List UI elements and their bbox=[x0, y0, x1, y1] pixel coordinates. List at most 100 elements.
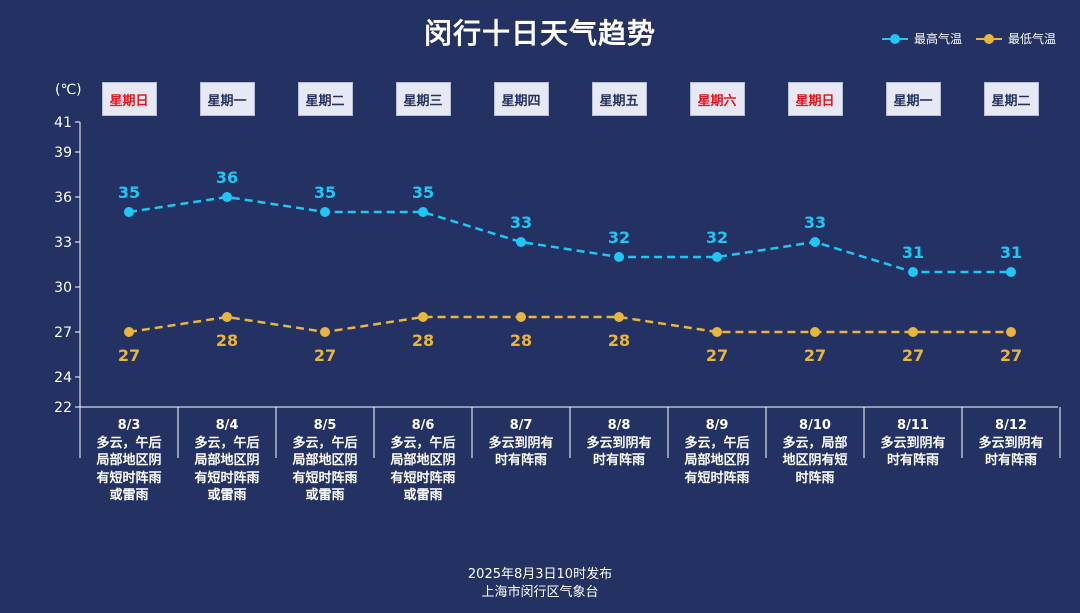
date-label: 8/12 bbox=[995, 418, 1027, 433]
weekday-label: 星期四 bbox=[493, 82, 549, 116]
weekday-label: 星期一 bbox=[199, 82, 255, 116]
data-point-high bbox=[712, 252, 722, 262]
data-point-high bbox=[222, 192, 232, 202]
data-label-low: 27 bbox=[902, 346, 924, 365]
date-label: 8/3 bbox=[117, 418, 141, 433]
series-line-low bbox=[128, 315, 1011, 334]
weather-description: 多云，午后局部地区阴有短时阵雨 bbox=[684, 435, 750, 486]
legend-swatch-low bbox=[975, 33, 1002, 45]
y-tick-label: 36 bbox=[54, 190, 72, 206]
day-cell: 8/10 多云，局部地区阴有短时阵雨 bbox=[766, 417, 864, 487]
data-point-high bbox=[320, 207, 330, 217]
data-point-low bbox=[712, 327, 722, 337]
data-point-high bbox=[1006, 267, 1016, 277]
date-label: 8/6 bbox=[411, 418, 435, 433]
data-point-high bbox=[810, 237, 820, 247]
date-label: 8/4 bbox=[215, 418, 239, 433]
legend: 最高气温 最低气温 bbox=[881, 30, 1056, 47]
weekday-label: 星期二 bbox=[983, 82, 1039, 116]
data-point-low bbox=[222, 312, 232, 322]
data-label-low: 28 bbox=[510, 331, 532, 350]
date-label: 8/7 bbox=[509, 418, 533, 433]
data-label-low: 28 bbox=[412, 331, 434, 350]
data-point-low bbox=[1006, 327, 1016, 337]
weekday-label: 星期三 bbox=[395, 82, 451, 116]
legend-item-low[interactable]: 最低气温 bbox=[975, 30, 1056, 47]
data-point-low bbox=[614, 312, 624, 322]
data-point-high bbox=[614, 252, 624, 262]
data-point-low bbox=[810, 327, 820, 337]
y-tick-label: 27 bbox=[54, 325, 72, 341]
issue-time: 2025年8月3日10时发布 bbox=[467, 567, 613, 582]
weather-description: 多云，午后局部地区阴有短时阵雨或雷雨 bbox=[96, 435, 162, 504]
date-label: 8/11 bbox=[897, 418, 929, 433]
weather-description: 多云，午后局部地区阴有短时阵雨或雷雨 bbox=[390, 435, 456, 504]
issuer: 上海市闵行区气象台 bbox=[481, 585, 599, 600]
y-tick-label: 41 bbox=[54, 115, 72, 131]
data-point-low bbox=[320, 327, 330, 337]
data-label-low: 27 bbox=[118, 346, 140, 365]
data-label-high: 31 bbox=[1000, 243, 1022, 262]
legend-item-high[interactable]: 最高气温 bbox=[881, 30, 962, 47]
data-label-high: 36 bbox=[216, 168, 238, 187]
y-axis-unit: (℃) bbox=[55, 82, 82, 98]
data-point-low bbox=[124, 327, 134, 337]
date-label: 8/10 bbox=[799, 418, 831, 433]
day-cell: 8/3 多云，午后局部地区阴有短时阵雨或雷雨 bbox=[80, 417, 178, 505]
data-label-high: 35 bbox=[412, 183, 434, 202]
day-cell: 8/7 多云到阴有时有阵雨 bbox=[472, 417, 570, 470]
y-tick-label: 30 bbox=[54, 280, 72, 296]
data-point-high bbox=[418, 207, 428, 217]
day-cell: 8/5 多云，午后局部地区阴有短时阵雨或雷雨 bbox=[276, 417, 374, 505]
data-label-high: 33 bbox=[804, 213, 826, 232]
data-label-low: 27 bbox=[314, 346, 336, 365]
chart-title: 闵行十日天气趋势 bbox=[423, 17, 656, 50]
data-point-high bbox=[908, 267, 918, 277]
footer: 2025年8月3日10时发布 上海市闵行区气象台 bbox=[0, 566, 1080, 602]
weekday-label: 星期日 bbox=[787, 82, 843, 116]
data-point-low bbox=[418, 312, 428, 322]
data-label-high: 32 bbox=[706, 228, 728, 247]
data-label-high: 33 bbox=[510, 213, 532, 232]
y-tick-label: 33 bbox=[54, 235, 72, 251]
data-point-high bbox=[124, 207, 134, 217]
legend-label-low: 最低气温 bbox=[1007, 32, 1056, 46]
data-point-low bbox=[516, 312, 526, 322]
weekday-label: 星期六 bbox=[689, 82, 745, 116]
y-tick-label: 22 bbox=[54, 400, 72, 416]
legend-swatch-high bbox=[881, 33, 908, 45]
day-cell: 8/12 多云到阴有时有阵雨 bbox=[962, 417, 1060, 470]
weather-description: 多云到阴有时有阵雨 bbox=[586, 435, 652, 469]
weather-description: 多云到阴有时有阵雨 bbox=[978, 435, 1044, 469]
y-tick-label: 39 bbox=[54, 145, 72, 161]
weekday-label: 星期一 bbox=[885, 82, 941, 116]
data-label-high: 32 bbox=[608, 228, 630, 247]
data-label-low: 27 bbox=[706, 346, 728, 365]
data-label-low: 27 bbox=[1000, 346, 1022, 365]
date-label: 8/5 bbox=[313, 418, 337, 433]
date-label: 8/8 bbox=[607, 418, 631, 433]
weather-description: 多云到阴有时有阵雨 bbox=[880, 435, 946, 469]
day-cell: 8/9 多云，午后局部地区阴有短时阵雨 bbox=[668, 417, 766, 487]
data-point-high bbox=[516, 237, 526, 247]
weather-description: 多云，午后局部地区阴有短时阵雨或雷雨 bbox=[292, 435, 358, 504]
day-cell: 8/8 多云到阴有时有阵雨 bbox=[570, 417, 668, 470]
data-point-low bbox=[908, 327, 918, 337]
series-line-high bbox=[128, 195, 1011, 274]
data-label-high: 35 bbox=[314, 183, 336, 202]
legend-label-high: 最高气温 bbox=[913, 32, 962, 46]
weekday-label: 星期日 bbox=[101, 82, 157, 116]
data-label-high: 31 bbox=[902, 243, 924, 262]
day-cell: 8/4 多云，午后局部地区阴有短时阵雨或雷雨 bbox=[178, 417, 276, 505]
y-tick-label: 24 bbox=[54, 370, 72, 386]
date-label: 8/9 bbox=[705, 418, 729, 433]
data-label-low: 28 bbox=[216, 331, 238, 350]
data-label-high: 35 bbox=[118, 183, 140, 202]
weekday-label: 星期五 bbox=[591, 82, 647, 116]
weather-description: 多云，午后局部地区阴有短时阵雨或雷雨 bbox=[194, 435, 260, 504]
weekday-label: 星期二 bbox=[297, 82, 353, 116]
day-cell: 8/11 多云到阴有时有阵雨 bbox=[864, 417, 962, 470]
data-label-low: 28 bbox=[608, 331, 630, 350]
